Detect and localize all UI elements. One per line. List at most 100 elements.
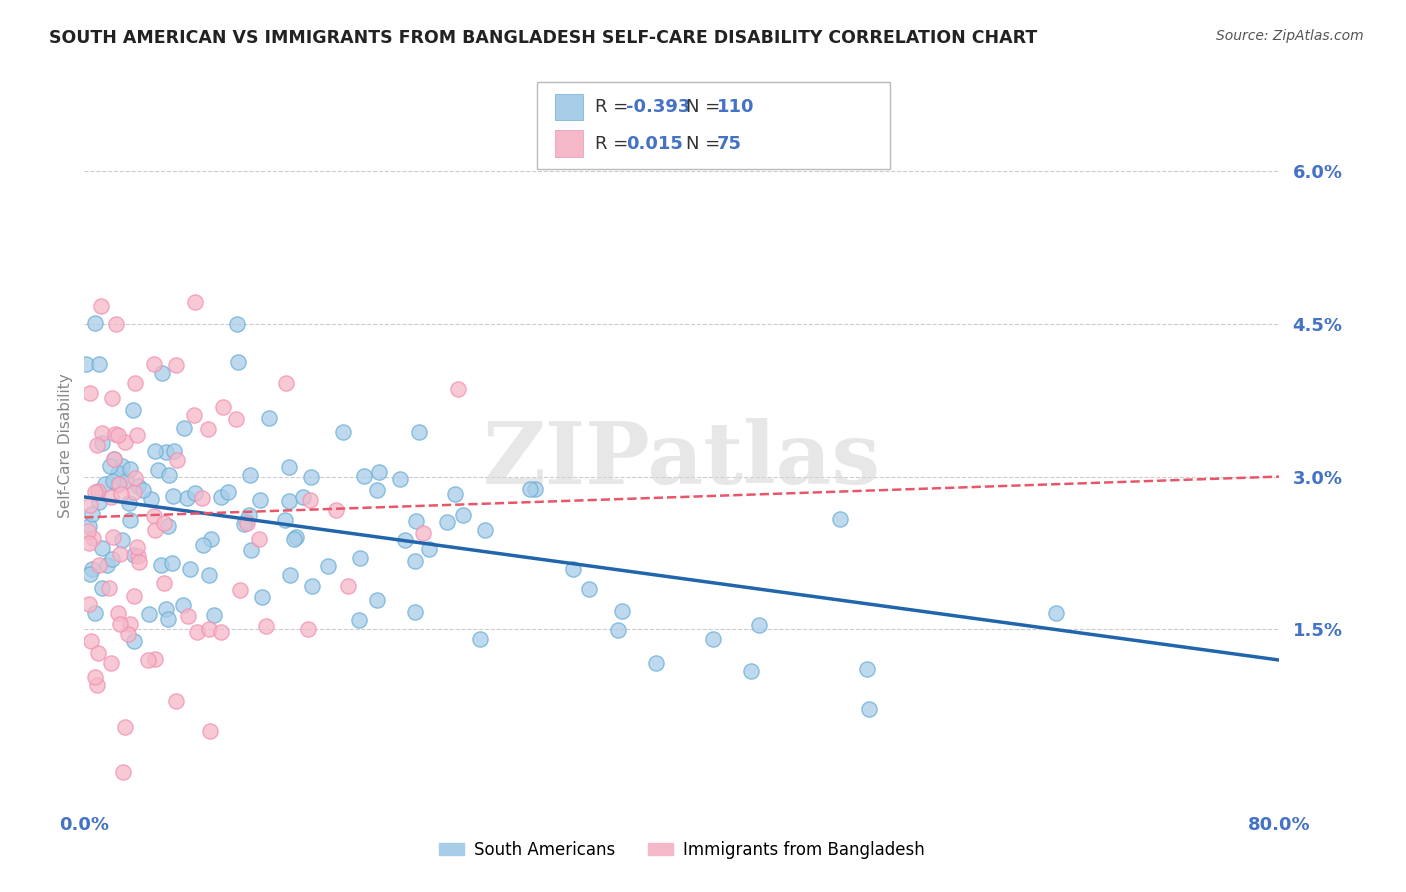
Point <box>257 411 280 425</box>
Point <box>157 612 180 626</box>
Point <box>114 435 136 450</box>
Point <box>298 492 321 507</box>
Point <box>118 513 141 527</box>
Point <box>103 452 125 467</box>
Point <box>89 558 111 573</box>
Point <box>179 562 201 576</box>
Point <box>197 422 219 436</box>
Point <box>418 542 440 557</box>
Point <box>89 494 111 508</box>
Point <box>247 532 270 546</box>
Point <box>127 428 149 442</box>
Point <box>77 597 100 611</box>
Point <box>562 562 585 576</box>
Point <box>277 459 299 474</box>
Point <box>240 542 263 557</box>
Point <box>198 568 221 582</box>
Point <box>122 633 145 648</box>
Point <box>143 523 166 537</box>
Point <box>190 491 212 505</box>
Point <box>143 443 166 458</box>
Point <box>107 607 129 621</box>
Point <box>153 575 176 590</box>
Point <box>173 421 195 435</box>
Point <box>87 484 110 499</box>
Point <box>101 530 124 544</box>
Point <box>332 425 354 439</box>
Point <box>283 533 305 547</box>
Point <box>451 508 474 522</box>
Point <box>148 463 170 477</box>
Point <box>1045 606 1067 620</box>
Point <box>79 567 101 582</box>
Point <box>297 622 319 636</box>
Point <box>138 607 160 621</box>
Point <box>104 427 127 442</box>
Point <box>236 516 259 530</box>
Point <box>101 552 124 566</box>
Point <box>176 608 198 623</box>
Point <box>87 484 110 499</box>
Point <box>524 483 547 497</box>
Point <box>101 474 124 488</box>
Text: N =: N = <box>686 135 725 153</box>
Point <box>226 354 249 368</box>
Point <box>155 444 177 458</box>
Point <box>226 317 249 331</box>
Point <box>120 616 142 631</box>
Point <box>404 605 426 619</box>
Point <box>94 476 117 491</box>
Point <box>202 607 225 622</box>
Point <box>366 483 388 497</box>
Point <box>103 452 125 467</box>
Point <box>114 720 136 734</box>
Point <box>80 507 103 521</box>
Point <box>79 499 101 513</box>
Point <box>98 458 121 473</box>
Point <box>122 590 145 604</box>
Point <box>316 559 339 574</box>
Point <box>127 549 149 563</box>
Point <box>740 665 762 679</box>
Text: -0.393: -0.393 <box>626 98 690 116</box>
Point <box>86 438 108 452</box>
Point <box>153 516 176 530</box>
Point <box>79 633 101 648</box>
Point <box>394 533 416 547</box>
Point <box>108 547 131 561</box>
Point <box>108 477 131 491</box>
Point <box>111 533 134 547</box>
Point <box>436 515 458 529</box>
Point <box>198 723 221 738</box>
Point <box>165 358 187 372</box>
Point <box>124 376 146 390</box>
Point <box>278 568 301 582</box>
Point <box>136 653 159 667</box>
Point <box>111 458 134 473</box>
Point <box>235 514 257 528</box>
Point <box>254 619 277 633</box>
Point <box>276 376 298 390</box>
Point <box>143 509 166 524</box>
Point <box>162 489 184 503</box>
Point <box>443 487 465 501</box>
Point <box>90 426 112 441</box>
Point <box>157 467 180 482</box>
Point <box>79 386 101 401</box>
Point <box>75 357 97 371</box>
Point <box>107 466 129 480</box>
Point <box>278 494 301 508</box>
Point <box>228 583 250 598</box>
Point <box>82 562 104 576</box>
Point <box>349 613 371 627</box>
Point <box>118 496 141 510</box>
Text: SOUTH AMERICAN VS IMMIGRANTS FROM BANGLADESH SELF-CARE DISABILITY CORRELATION CH: SOUTH AMERICAN VS IMMIGRANTS FROM BANGLA… <box>49 29 1038 46</box>
Point <box>104 318 127 332</box>
Text: 110: 110 <box>717 98 755 116</box>
Text: ZIPatlas: ZIPatlas <box>482 418 882 502</box>
Point <box>87 357 110 371</box>
Point <box>150 366 173 380</box>
Point <box>353 469 375 483</box>
Point <box>100 490 122 504</box>
Point <box>110 487 132 501</box>
